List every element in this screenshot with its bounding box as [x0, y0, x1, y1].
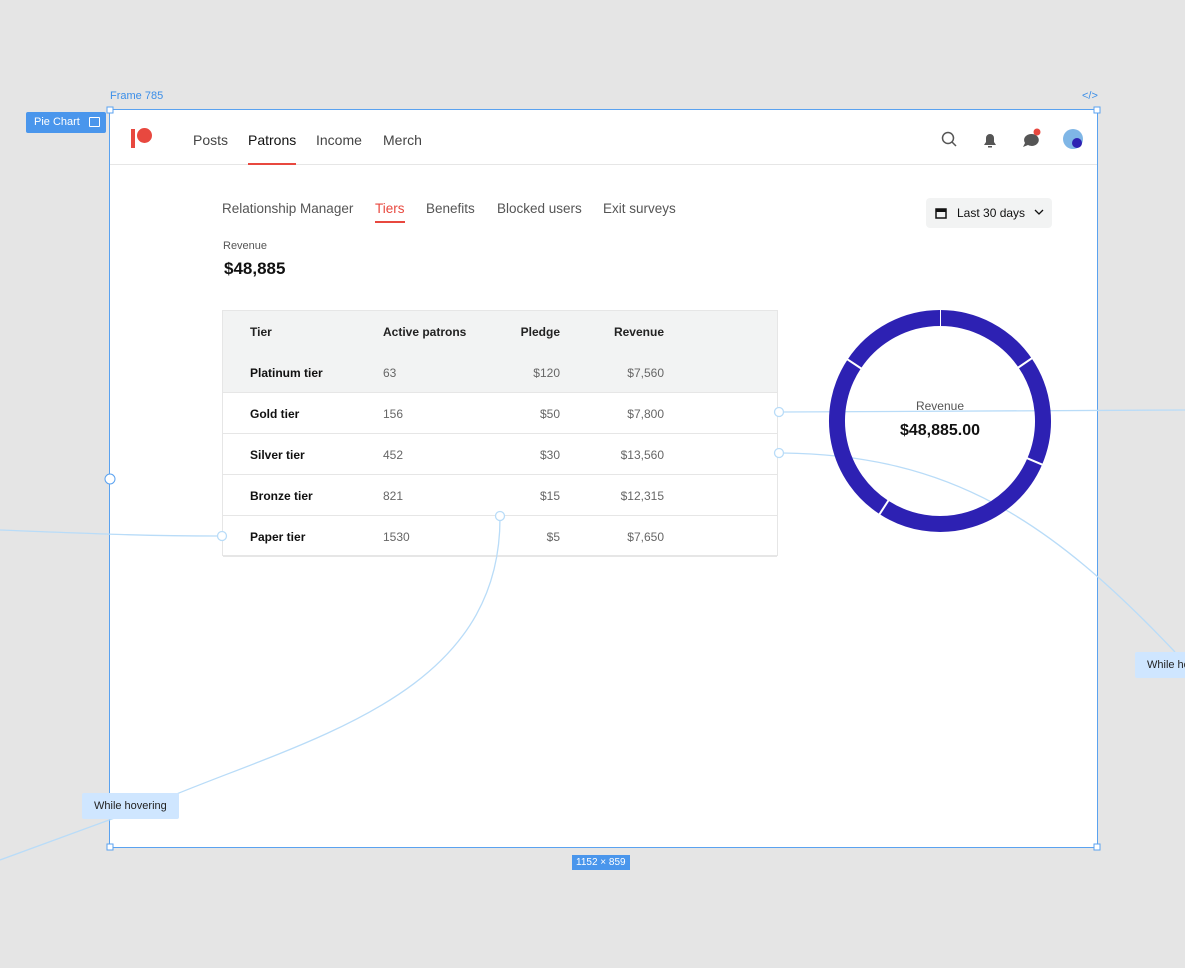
search-icon[interactable]: [941, 131, 957, 147]
summary-label: Revenue: [223, 240, 268, 252]
connector: [0, 517, 501, 861]
nav-divider: [110, 164, 1097, 165]
segment-gap: [846, 358, 863, 370]
revenue: $12,315: [620, 489, 664, 503]
column-header: Active patrons: [383, 325, 467, 339]
tab[interactable]: Tiers: [375, 201, 405, 216]
tier-name: Paper tier: [250, 530, 306, 544]
active-patrons: 63: [383, 366, 397, 380]
donut-segment: [1018, 358, 1051, 465]
tier-name: Platinum tier: [250, 366, 323, 380]
table-header: [223, 311, 777, 353]
donut-segment: [939, 310, 1032, 368]
table-row[interactable]: Platinum tier 63 $120 $7,560: [223, 352, 777, 393]
connector: [782, 452, 1176, 653]
frame-name: Frame 785: [110, 90, 164, 102]
tag-icon: [88, 117, 100, 127]
revenue: $7,800: [627, 407, 664, 421]
revenue: $7,650: [627, 530, 664, 544]
table-row[interactable]: Paper tier 1530 $5 $7,650: [223, 516, 777, 557]
column-header: Revenue: [613, 325, 664, 339]
segment-gap: [1017, 357, 1034, 369]
donut-chart: [829, 309, 1051, 532]
date-filter-label: Last 30 days: [957, 206, 1026, 220]
annotation: While hovering: [1135, 652, 1185, 678]
column-header: Tier: [250, 325, 272, 339]
badge: [1033, 128, 1041, 136]
tab[interactable]: Benefits: [426, 201, 475, 216]
component-tag[interactable]: Pie Chart: [26, 112, 106, 133]
avatar-detail: [1072, 138, 1082, 148]
tab[interactable]: Exit surveys: [603, 201, 676, 216]
pledge: $30: [539, 448, 560, 462]
tab-underline: [375, 221, 405, 223]
nav-item[interactable]: Merch: [383, 132, 422, 148]
revenue: $7,560: [627, 366, 664, 380]
date-filter[interactable]: Last 30 days: [926, 198, 1052, 228]
code-icon[interactable]: </>: [1082, 90, 1098, 102]
nav-item[interactable]: Income: [316, 132, 362, 148]
donut-total: $48,885.00: [900, 422, 980, 439]
chevron-down: [1034, 209, 1044, 215]
nav-icons: [941, 128, 1083, 149]
segment-gap: [878, 499, 890, 516]
logo-dot: [137, 128, 152, 143]
active-patrons: 156: [383, 407, 404, 421]
nav-item[interactable]: Posts: [193, 132, 229, 148]
frame-handles: [104, 106, 1101, 851]
pledge: $15: [539, 489, 560, 503]
connector: [782, 409, 1185, 413]
frame: [109, 109, 1098, 848]
revenue: $13,560: [620, 448, 664, 462]
bell-icon[interactable]: [984, 134, 996, 148]
tier-name: Bronze tier: [250, 489, 313, 503]
logo-bar: [131, 129, 135, 148]
tab[interactable]: Blocked users: [497, 201, 582, 216]
nav-underline: [248, 163, 296, 165]
donut-segment: [879, 458, 1043, 532]
donut-title: Revenue: [916, 399, 964, 413]
summary-value: $48,885: [224, 259, 286, 278]
active-patrons: 821: [383, 489, 404, 503]
component-name: Pie Chart: [34, 116, 80, 128]
table-row[interactable]: Silver tier 452 $30 $13,560: [223, 434, 777, 475]
connector: [0, 529, 219, 537]
tab[interactable]: Relationship Manager: [222, 201, 354, 216]
segment-gap: [1026, 456, 1044, 466]
tier-name: Silver tier: [250, 448, 305, 462]
annotation: While hovering: [82, 793, 179, 819]
column-header: Pledge: [520, 325, 560, 339]
active-patrons: 1530: [383, 530, 410, 544]
active-patrons: 452: [383, 448, 404, 462]
calendar-icon: [935, 208, 947, 219]
pledge: $5: [546, 530, 560, 544]
pledge: $120: [533, 366, 560, 380]
nav-item[interactable]: Patrons: [248, 132, 297, 148]
pledge: $50: [539, 407, 560, 421]
donut-segment: [829, 359, 889, 515]
chat-icon[interactable]: [1023, 133, 1039, 147]
table-row[interactable]: Gold tier 156 $50 $7,800: [223, 393, 777, 434]
donut-segment: [847, 310, 941, 369]
frame-size: 1152 × 859: [572, 855, 630, 870]
tier-table: Tier Active patrons Pledge Revenue Platinum …: [222, 310, 778, 557]
tier-name: Gold tier: [250, 407, 300, 421]
